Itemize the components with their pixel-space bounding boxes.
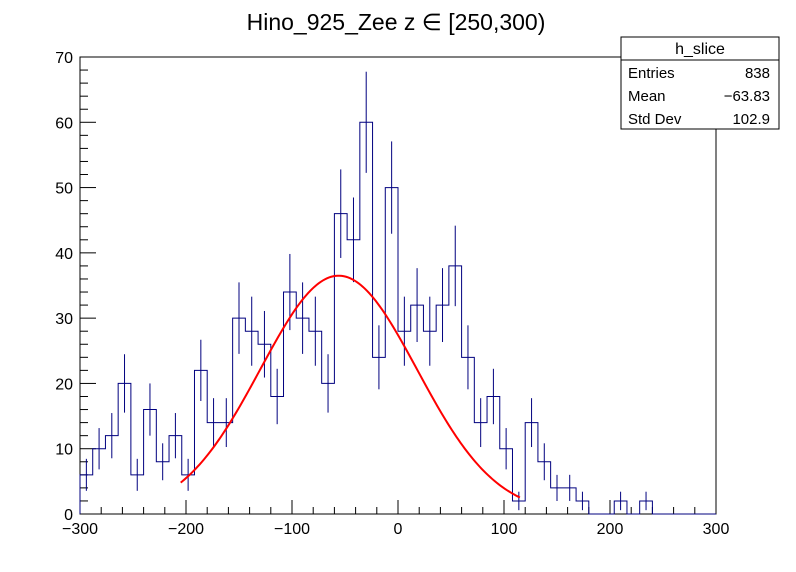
x-tick-label: −100 <box>274 521 310 538</box>
y-tick-label: 20 <box>55 376 73 393</box>
histogram-step-line <box>79 121 716 515</box>
stats-mean-value: −63.83 <box>724 88 770 105</box>
y-axis-tick-labels: 0 10 20 30 40 50 60 70 <box>55 50 73 524</box>
x-tick-label: −200 <box>168 521 204 538</box>
x-tick-label: 100 <box>491 521 518 538</box>
stats-stddev-value: 102.9 <box>732 111 770 128</box>
y-tick-label: 70 <box>55 50 73 67</box>
x-tick-label: 200 <box>597 521 624 538</box>
stats-box: h_slice Entries 838 Mean −63.83 Std Dev … <box>620 36 780 130</box>
fit-curve <box>180 274 521 499</box>
x-axis-tick-labels: −300 −200 −100 0 100 200 300 <box>62 521 729 538</box>
y-tick-label: 40 <box>55 246 73 263</box>
stats-box-frame <box>620 36 780 130</box>
stats-stddev-label: Std Dev <box>628 111 682 128</box>
x-tick-label: 0 <box>394 521 403 538</box>
stats-mean-label: Mean <box>628 88 666 105</box>
x-tick-label: −300 <box>62 521 98 538</box>
stats-entries-label: Entries <box>628 65 675 82</box>
y-tick-label: 60 <box>55 115 73 132</box>
y-tick-label: 0 <box>64 507 73 524</box>
y-tick-label: 50 <box>55 181 73 198</box>
chart-title: Hino_925_Zee z ∈ [250,300) <box>247 9 546 35</box>
stats-entries-value: 838 <box>745 65 770 82</box>
x-tick-label: 300 <box>703 521 730 538</box>
y-tick-label: 30 <box>55 311 73 328</box>
y-tick-label: 10 <box>55 442 73 459</box>
stats-box-title: h_slice <box>675 41 725 58</box>
